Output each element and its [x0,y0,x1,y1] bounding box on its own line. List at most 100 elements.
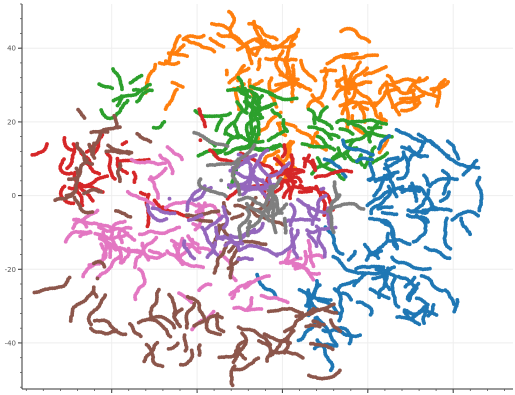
scatter-point [337,318,342,323]
scatter-point [411,283,416,288]
scatter-point [275,162,279,167]
scatter-point [260,94,264,98]
scatter-point [443,78,447,82]
scatter-point [380,219,384,224]
scatter-point [376,206,381,211]
scatter-point [407,298,412,303]
scatter-point [461,172,466,177]
scatter-point [208,36,213,41]
scatter-point [292,83,296,87]
scatter-point [136,320,141,325]
scatter-point [272,156,277,161]
series-0 [143,9,450,185]
cluster-4-3 [278,238,325,282]
scatter-point [476,165,481,170]
scatter-point [224,72,229,77]
scatter-point [383,162,388,167]
scatter-point [379,249,384,253]
scatter-point [412,102,417,107]
scatter-point [388,239,392,243]
scatter-point [265,359,269,363]
scatter-point [456,156,461,161]
scatter-point [317,271,321,276]
cluster-1-3 [97,67,167,130]
scatter-point [105,174,110,179]
scatter-point [191,222,196,226]
scatter-point [224,131,229,136]
scatter-point [202,319,207,323]
scatter-point [395,155,400,160]
cluster-2-1 [365,127,484,251]
scatter-point [286,183,291,188]
cluster-4-0 [63,208,185,302]
scatter-point [315,134,320,139]
scatter-point [426,313,431,318]
scatter-point [226,266,231,271]
points-layer [30,9,484,388]
cluster-0-1 [320,65,450,155]
scatter-point [133,265,137,270]
scatter-point [378,125,383,130]
scatter-point [157,287,161,292]
scatter-point [255,272,259,277]
scatter-point [275,121,280,126]
scatter-point [236,325,241,329]
scatter-point [422,321,426,325]
scatter-point [125,171,129,176]
scatter-point [62,157,66,162]
scatter-point [323,66,328,71]
scatter-point [179,307,184,312]
scatter-point [406,208,411,213]
scatter-point [294,96,299,101]
scatter-point [92,318,97,323]
scatter-point [355,51,359,56]
scatter-point [459,216,464,221]
scatter-point [338,368,342,373]
scatter-point [197,353,202,357]
scatter-point [377,150,382,155]
scatter-point [227,80,232,85]
scatter-point [63,239,68,244]
scatter-point [425,154,430,159]
scatter-point [92,156,97,160]
scatter-point [428,266,432,271]
scatter-point [349,297,353,302]
scatter-point [190,327,195,332]
scatter-point [306,288,311,292]
scatter-point [298,84,303,89]
cluster-2-4 [395,286,460,327]
scatter-point [76,107,80,112]
scatter-point [221,329,226,334]
scatter-point [262,332,267,336]
scatter-point [300,184,304,189]
scatter-point [280,49,285,53]
scatter-point [118,260,123,265]
scatter-point [181,43,186,48]
scatter-point [140,241,145,246]
scatter-point [306,107,311,112]
scatter-point [267,274,271,278]
scatter-point [390,105,395,110]
scatter-point [138,190,143,195]
scatter-point [418,155,423,159]
scatter-point [304,303,308,308]
scatter-point [289,153,294,158]
scatter-point [387,287,392,292]
scatter-point [137,232,142,237]
scatter-point [303,249,308,254]
scatter-point [71,148,76,153]
scatter-point [386,296,391,301]
scatter-point [318,95,323,100]
scatter-point [360,162,364,167]
scatter-point [133,297,138,302]
scatter-point [374,267,379,272]
scatter-point [395,315,400,319]
scatter-point [217,223,222,228]
scatter-point [178,362,183,367]
scatter-point [401,150,406,155]
scatter-point [306,238,311,243]
scatter-point [400,190,405,195]
scatter-point [260,139,265,144]
scatter-point [203,201,207,206]
scatter-point [381,272,386,277]
